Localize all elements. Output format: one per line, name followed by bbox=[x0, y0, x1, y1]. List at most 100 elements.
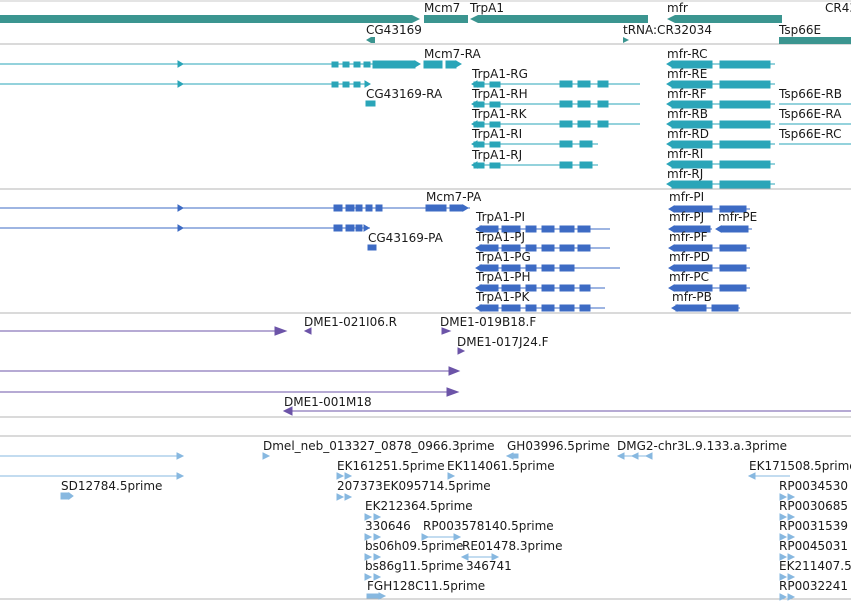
gene-tsp66e[interactable]: Tsp66E bbox=[778, 23, 851, 44]
est-rp0034530[interactable]: RP0034530 bbox=[779, 479, 848, 501]
transcript-mfr-rf[interactable]: mfr-RF bbox=[666, 87, 775, 109]
gene-label: CG43169 bbox=[366, 23, 422, 37]
protein-label: TrpA1-PH bbox=[475, 270, 531, 284]
transcript-label: mfr-RJ bbox=[667, 167, 703, 181]
est-rp0031539[interactable]: RP0031539 bbox=[779, 519, 848, 541]
transcript-trpa1-rg[interactable]: TrpA1-RG bbox=[471, 67, 640, 88]
protein-left-1[interactable] bbox=[0, 204, 470, 212]
transcript-cg43169-ra[interactable]: CG43169-RA bbox=[365, 87, 443, 107]
protein-mfr-pf[interactable]: mfr-PF bbox=[668, 230, 750, 252]
est-rp0030685[interactable]: RP0030685 bbox=[779, 499, 848, 521]
transcript-left-1[interactable] bbox=[0, 60, 421, 69]
est-label: 346741 bbox=[466, 559, 512, 573]
transcript-mcm7-ra[interactable]: Mcm7-RA bbox=[423, 47, 481, 69]
est-label: EK161251.5prime bbox=[337, 459, 445, 473]
transcript-trpa1-rk[interactable]: TrpA1-RK bbox=[471, 107, 640, 128]
gene-cg43169[interactable]: CG43169 bbox=[366, 23, 422, 43]
transcript-mfr-rd[interactable]: mfr-RD bbox=[666, 127, 775, 149]
protein-mfr-pi[interactable]: mfr-PI bbox=[668, 190, 750, 213]
transcript-mfr-ri[interactable]: mfr-RI bbox=[666, 147, 775, 169]
est-ek095714[interactable]: EK095714.5prime bbox=[383, 479, 491, 493]
transcript-tsp66e-rc[interactable]: Tsp66E-RC bbox=[778, 127, 851, 145]
transcript-mfr-rb[interactable]: mfr-RB bbox=[666, 107, 775, 129]
clone-label: DME1-017J24.F bbox=[457, 335, 549, 349]
est-label: RP0030685 bbox=[779, 499, 848, 513]
protein-label: mfr-PD bbox=[669, 250, 710, 264]
gene-mfr[interactable]: mfr bbox=[667, 1, 782, 23]
est-346741[interactable]: 346741 bbox=[466, 559, 512, 573]
protein-trpa1-ph[interactable]: TrpA1-PH bbox=[475, 270, 605, 292]
clone-dme1-021i06-r[interactable]: DME1-021I06.R bbox=[303, 315, 397, 335]
transcript-label: Tsp66E-RA bbox=[778, 107, 842, 121]
protein-label: mfr-PE bbox=[718, 210, 757, 224]
clone-dme1-001m18[interactable]: DME1-001M18 bbox=[282, 395, 851, 416]
est-label: Dmel_neb_013327_0878_0966.3prime bbox=[263, 439, 495, 453]
transcripts-track: Mcm7-RA CG43169-RA TrpA1-RG TrpA1-RH Tr bbox=[0, 47, 851, 189]
est-330646[interactable]: 330646 bbox=[364, 519, 411, 541]
est-left-1[interactable] bbox=[0, 452, 185, 460]
ests-track: SD12784.5prime Dmel_neb_013327_0878_0966… bbox=[0, 439, 851, 601]
transcript-tsp66e-rb[interactable]: Tsp66E-RB bbox=[778, 87, 851, 105]
est-left-2[interactable] bbox=[0, 472, 185, 480]
gene-trna-cr32034[interactable]: tRNA:CR32034 bbox=[623, 23, 712, 43]
est-gh03996[interactable]: GH03996.5prime bbox=[505, 439, 610, 460]
protein-trpa1-pj[interactable]: TrpA1-PJ bbox=[475, 230, 610, 252]
clone-left[interactable] bbox=[0, 326, 288, 336]
clone-dme1-017j24-f[interactable]: DME1-017J24.F bbox=[457, 335, 549, 355]
est-dmg2-chr3l[interactable]: DMG2-chr3L.9.133.a.3prime bbox=[616, 439, 787, 460]
transcript-mfr-rc[interactable]: mfr-RC bbox=[666, 47, 775, 69]
est-ek211407[interactable]: EK211407.5 bbox=[779, 559, 851, 581]
transcript-label: mfr-RB bbox=[667, 107, 708, 121]
est-label: RP0032241 bbox=[779, 579, 848, 593]
est-label: bs86g11.5prime bbox=[365, 559, 463, 573]
est-rp0032241[interactable]: RP0032241 bbox=[779, 579, 848, 601]
protein-mfr-pj[interactable]: mfr-PJ bbox=[668, 210, 712, 233]
clone-left-3[interactable] bbox=[0, 387, 460, 397]
est-bs86g11[interactable]: bs86g11.5prime bbox=[364, 559, 463, 581]
clone-left-2[interactable] bbox=[0, 366, 461, 376]
est-fgh128c11[interactable]: FGH128C11.5prime bbox=[366, 579, 485, 600]
transcript-mfr-re[interactable]: mfr-RE bbox=[666, 67, 775, 89]
gene-label: Tsp66E bbox=[778, 23, 821, 37]
transcript-tsp66e-ra[interactable]: Tsp66E-RA bbox=[778, 107, 851, 125]
protein-mcm7-pa[interactable]: Mcm7-PA bbox=[426, 190, 482, 204]
est-ek171508[interactable]: EK171508.5prime bbox=[747, 459, 851, 480]
transcript-left-2[interactable] bbox=[0, 80, 371, 88]
protein-trpa1-pk[interactable]: TrpA1-PK bbox=[475, 290, 605, 312]
protein-trpa1-pi[interactable]: TrpA1-PI bbox=[475, 210, 610, 233]
protein-cg43169-pa[interactable]: CG43169-PA bbox=[367, 231, 444, 251]
est-rp003578140[interactable]: RP003578140.5prime bbox=[421, 519, 554, 541]
protein-trpa1-pg[interactable]: TrpA1-PG bbox=[475, 250, 620, 272]
protein-mfr-pd[interactable]: mfr-PD bbox=[668, 250, 750, 272]
gene-mcm7[interactable]: Mcm7 bbox=[424, 1, 468, 23]
est-ek114061[interactable]: EK114061.5prime bbox=[447, 459, 555, 480]
est-ek161251[interactable]: EK161251.5prime bbox=[336, 459, 445, 480]
est-ek212364[interactable]: EK212364.5prime bbox=[364, 499, 473, 521]
est-dmel-neb-013327[interactable]: Dmel_neb_013327_0878_0966.3prime bbox=[262, 439, 495, 460]
protein-label: TrpA1-PJ bbox=[475, 230, 525, 244]
transcript-trpa1-ri[interactable]: TrpA1-RI bbox=[471, 127, 598, 148]
est-sd12784[interactable]: SD12784.5prime bbox=[60, 479, 162, 500]
est-rp0045031[interactable]: RP0045031 bbox=[779, 539, 848, 561]
clone-dme1-019b18-f[interactable]: DME1-019B18.F bbox=[440, 315, 536, 335]
est-207373[interactable]: 207373 bbox=[336, 479, 383, 501]
protein-mfr-pb[interactable]: mfr-PB bbox=[671, 290, 740, 312]
est-bs06h09[interactable]: bs06h09.5prime bbox=[364, 539, 463, 561]
transcript-mfr-rj[interactable]: mfr-RJ bbox=[666, 167, 775, 189]
transcript-trpa1-rj[interactable]: TrpA1-RJ bbox=[471, 148, 598, 169]
gene-label: Mcm7 bbox=[424, 1, 460, 15]
transcript-trpa1-rh[interactable]: TrpA1-RH bbox=[471, 87, 640, 108]
est-re01478[interactable]: RE01478.3prime bbox=[460, 539, 563, 561]
est-label: bs06h09.5prime bbox=[365, 539, 463, 553]
est-label: GH03996.5prime bbox=[507, 439, 610, 453]
protein-mfr-pc[interactable]: mfr-PC bbox=[668, 270, 750, 292]
gene-cr43[interactable]: CR43 bbox=[825, 1, 851, 15]
protein-label: CG43169-PA bbox=[368, 231, 444, 245]
gene-bar-left[interactable] bbox=[0, 15, 420, 23]
gene-trpa1[interactable]: TrpA1 bbox=[469, 1, 648, 23]
transcript-label: TrpA1-RK bbox=[471, 107, 528, 121]
protein-mfr-pe[interactable]: mfr-PE bbox=[715, 210, 757, 233]
protein-left-2[interactable] bbox=[0, 224, 370, 232]
